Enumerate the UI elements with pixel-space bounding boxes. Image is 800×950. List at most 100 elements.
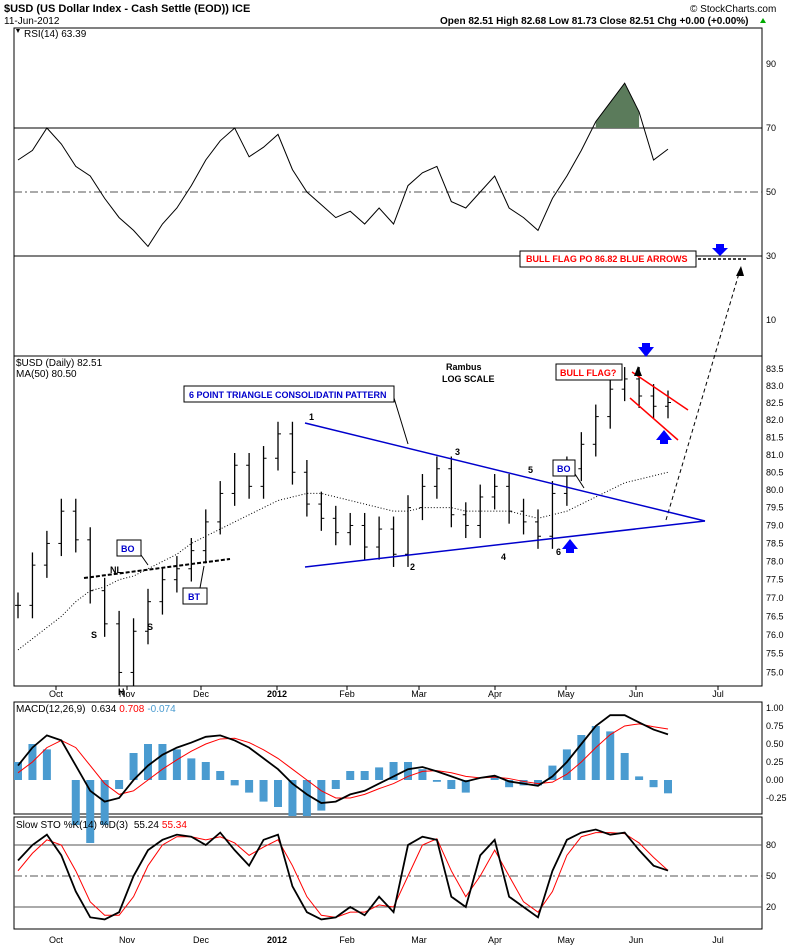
bull-flag-po-text: BULL FLAG PO 86.82 BLUE ARROWS	[526, 254, 688, 264]
macd-hist-bar	[505, 780, 514, 788]
point-4: 4	[501, 552, 506, 562]
triangle-upper-line	[304, 422, 706, 522]
x-tick-bottom: Dec	[193, 935, 210, 945]
macd-hist-bar	[129, 753, 138, 780]
macd-hist-bar	[187, 758, 196, 780]
x-axis-bottom: Oct Nov Dec 2012 Feb Mar Apr May Jun Jul	[49, 935, 724, 945]
macd-hist-bar	[259, 780, 268, 802]
ma-label: MA(50) 80.50	[16, 369, 77, 380]
macd-hist-bar	[158, 744, 167, 780]
macd-label: MACD(12,26,9) 0.634 0.708 -0.074	[16, 704, 176, 715]
macd-hist-bar	[418, 769, 427, 780]
flag-arrow-icon	[634, 366, 642, 376]
macd-hist-bar	[548, 765, 557, 780]
x-tick-price: May	[557, 689, 575, 699]
projection-arrowhead-icon	[736, 266, 744, 276]
macd-value: 0.634	[91, 704, 116, 715]
x-tick-bottom: Mar	[411, 935, 427, 945]
price-panel-frame	[13, 355, 763, 687]
x-tick-bottom: Feb	[339, 935, 355, 945]
sto-d-value: 55.34	[162, 820, 187, 831]
macd-panel-frame	[13, 701, 763, 815]
macd-line	[17, 714, 669, 804]
sto-label: Slow STO %K(14) %D(3) 55.24 55.34	[16, 820, 187, 831]
bt-text: BT	[188, 592, 200, 602]
macd-hist-bar	[562, 749, 571, 780]
x-tick-price: Feb	[339, 689, 355, 699]
sto-panel-frame	[13, 816, 763, 930]
collapse-triangle-icon	[16, 29, 20, 33]
bo-right-callout	[574, 473, 585, 489]
triangle-label-box	[183, 385, 395, 403]
x-tick-price: Dec	[193, 689, 210, 699]
macd-hist-bar	[288, 780, 297, 816]
macd-hist-bar	[144, 744, 152, 780]
x-tick-price: Nov	[119, 689, 136, 699]
point-2: 2	[410, 562, 415, 572]
macd-hist-bar	[172, 749, 181, 780]
rsi-overbought-fill	[595, 83, 640, 128]
hs-left-shoulder: S	[91, 630, 97, 640]
triangle-lower-line	[304, 520, 706, 568]
bo-box-right	[552, 459, 576, 477]
macd-hist-bar	[71, 780, 80, 825]
macd-hist-bar	[534, 780, 542, 786]
ma50-line	[17, 471, 669, 651]
macd-tick: 0.50	[766, 739, 784, 749]
sto-tick-50: 50	[766, 871, 776, 881]
macd-tick: 1.00	[766, 703, 784, 713]
sto-k-value: 55.24	[134, 820, 159, 831]
x-tick-price: Apr	[488, 689, 502, 699]
macd-hist-bar	[389, 762, 398, 780]
bt-callout	[199, 565, 205, 589]
blue-down-arrow-icon	[712, 244, 728, 256]
hs-head: H	[118, 687, 125, 697]
price-tick: 76.0	[766, 630, 784, 640]
rambus-note: Rambus	[446, 362, 482, 372]
macd-hist-bar	[447, 780, 456, 789]
price-tick: 77.5	[766, 575, 784, 585]
macd-hist-bar	[591, 726, 600, 780]
rsi-tick-30: 30	[766, 251, 776, 261]
price-tick: 83.0	[766, 381, 784, 391]
price-tick: 78.0	[766, 557, 784, 567]
point-6: 6	[556, 547, 561, 557]
bo-box-left	[116, 539, 142, 557]
flag-upper-line	[631, 371, 689, 411]
price-tick: 75.0	[766, 667, 784, 677]
x-tick-bottom: Oct	[49, 935, 64, 945]
macd-hist-bar	[620, 753, 629, 780]
price-tick: 81.0	[766, 450, 784, 460]
macd-signal-value: 0.708	[119, 704, 144, 715]
price-tick: 83.5	[766, 364, 784, 374]
blue-down-arrow-top-icon	[638, 343, 654, 357]
macd-hist-bar	[317, 780, 326, 811]
bull-flag-text: BULL FLAG?	[560, 368, 616, 378]
price-tick: 78.5	[766, 538, 784, 548]
macd-hist-bar	[649, 780, 658, 788]
macd-hist-bar	[664, 780, 672, 794]
chart-date: 11-Jun-2012	[4, 16, 60, 27]
ma50-series	[17, 471, 669, 651]
x-tick-bottom: 2012	[267, 935, 287, 945]
macd-hist-bar	[14, 762, 22, 780]
quote-summary: Open 82.51 High 82.68 Low 81.73 Close 82…	[440, 16, 748, 27]
macd-hist-bar	[606, 731, 615, 780]
x-tick-price: Jun	[629, 689, 644, 699]
macd-hist-bar	[432, 780, 441, 782]
price-tick: 79.5	[766, 503, 784, 513]
x-tick-price: Jul	[712, 689, 724, 699]
point-5: 5	[528, 465, 533, 475]
macd-tick: 0.00	[766, 775, 784, 785]
po-projection-line	[665, 269, 741, 521]
rsi-tick-90: 90	[766, 59, 776, 69]
x-tick-bottom: Apr	[488, 935, 502, 945]
point-1: 1	[309, 412, 314, 422]
triangle-label-text: 6 POINT TRIANGLE CONSOLIDATIN PATTERN	[189, 390, 387, 400]
price-tick: 81.5	[766, 432, 784, 442]
triangle-callout	[393, 397, 409, 445]
bo-left-callout	[140, 554, 149, 566]
x-tick-price: Oct	[49, 689, 64, 699]
price-tick: 79.0	[766, 520, 784, 530]
